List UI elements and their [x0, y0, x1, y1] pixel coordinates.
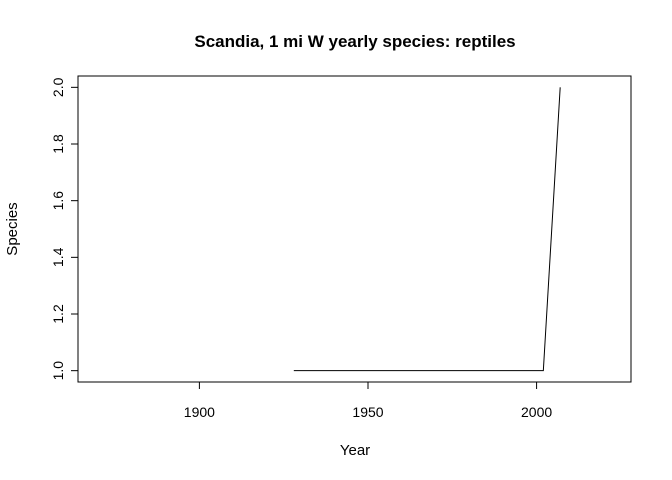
series-group: [293, 87, 561, 372]
x-axis-label: Year: [340, 442, 370, 459]
x-tick-label: 2000: [521, 404, 552, 420]
y-tick-label: 1.2: [50, 304, 66, 324]
x-axis: 1900 1950 2000: [184, 381, 552, 420]
y-tick-label: 1.8: [50, 134, 66, 154]
y-tick-label: 1.4: [50, 247, 66, 267]
y-tick-label: 2.0: [50, 77, 66, 97]
y-axis-label: Species: [4, 202, 21, 255]
series-line: [293, 87, 561, 372]
x-tick-label: 1950: [352, 404, 383, 420]
plot-frame: [77, 75, 632, 383]
x-tick-label: 1900: [184, 404, 215, 420]
y-tick-label: 1.0: [50, 361, 66, 381]
y-tick-label: 1.6: [50, 191, 66, 211]
y-axis: 1.0 1.2 1.4 1.6 1.8 2.0: [50, 77, 79, 381]
chart-title: Scandia, 1 mi W yearly species: reptiles: [194, 32, 515, 51]
